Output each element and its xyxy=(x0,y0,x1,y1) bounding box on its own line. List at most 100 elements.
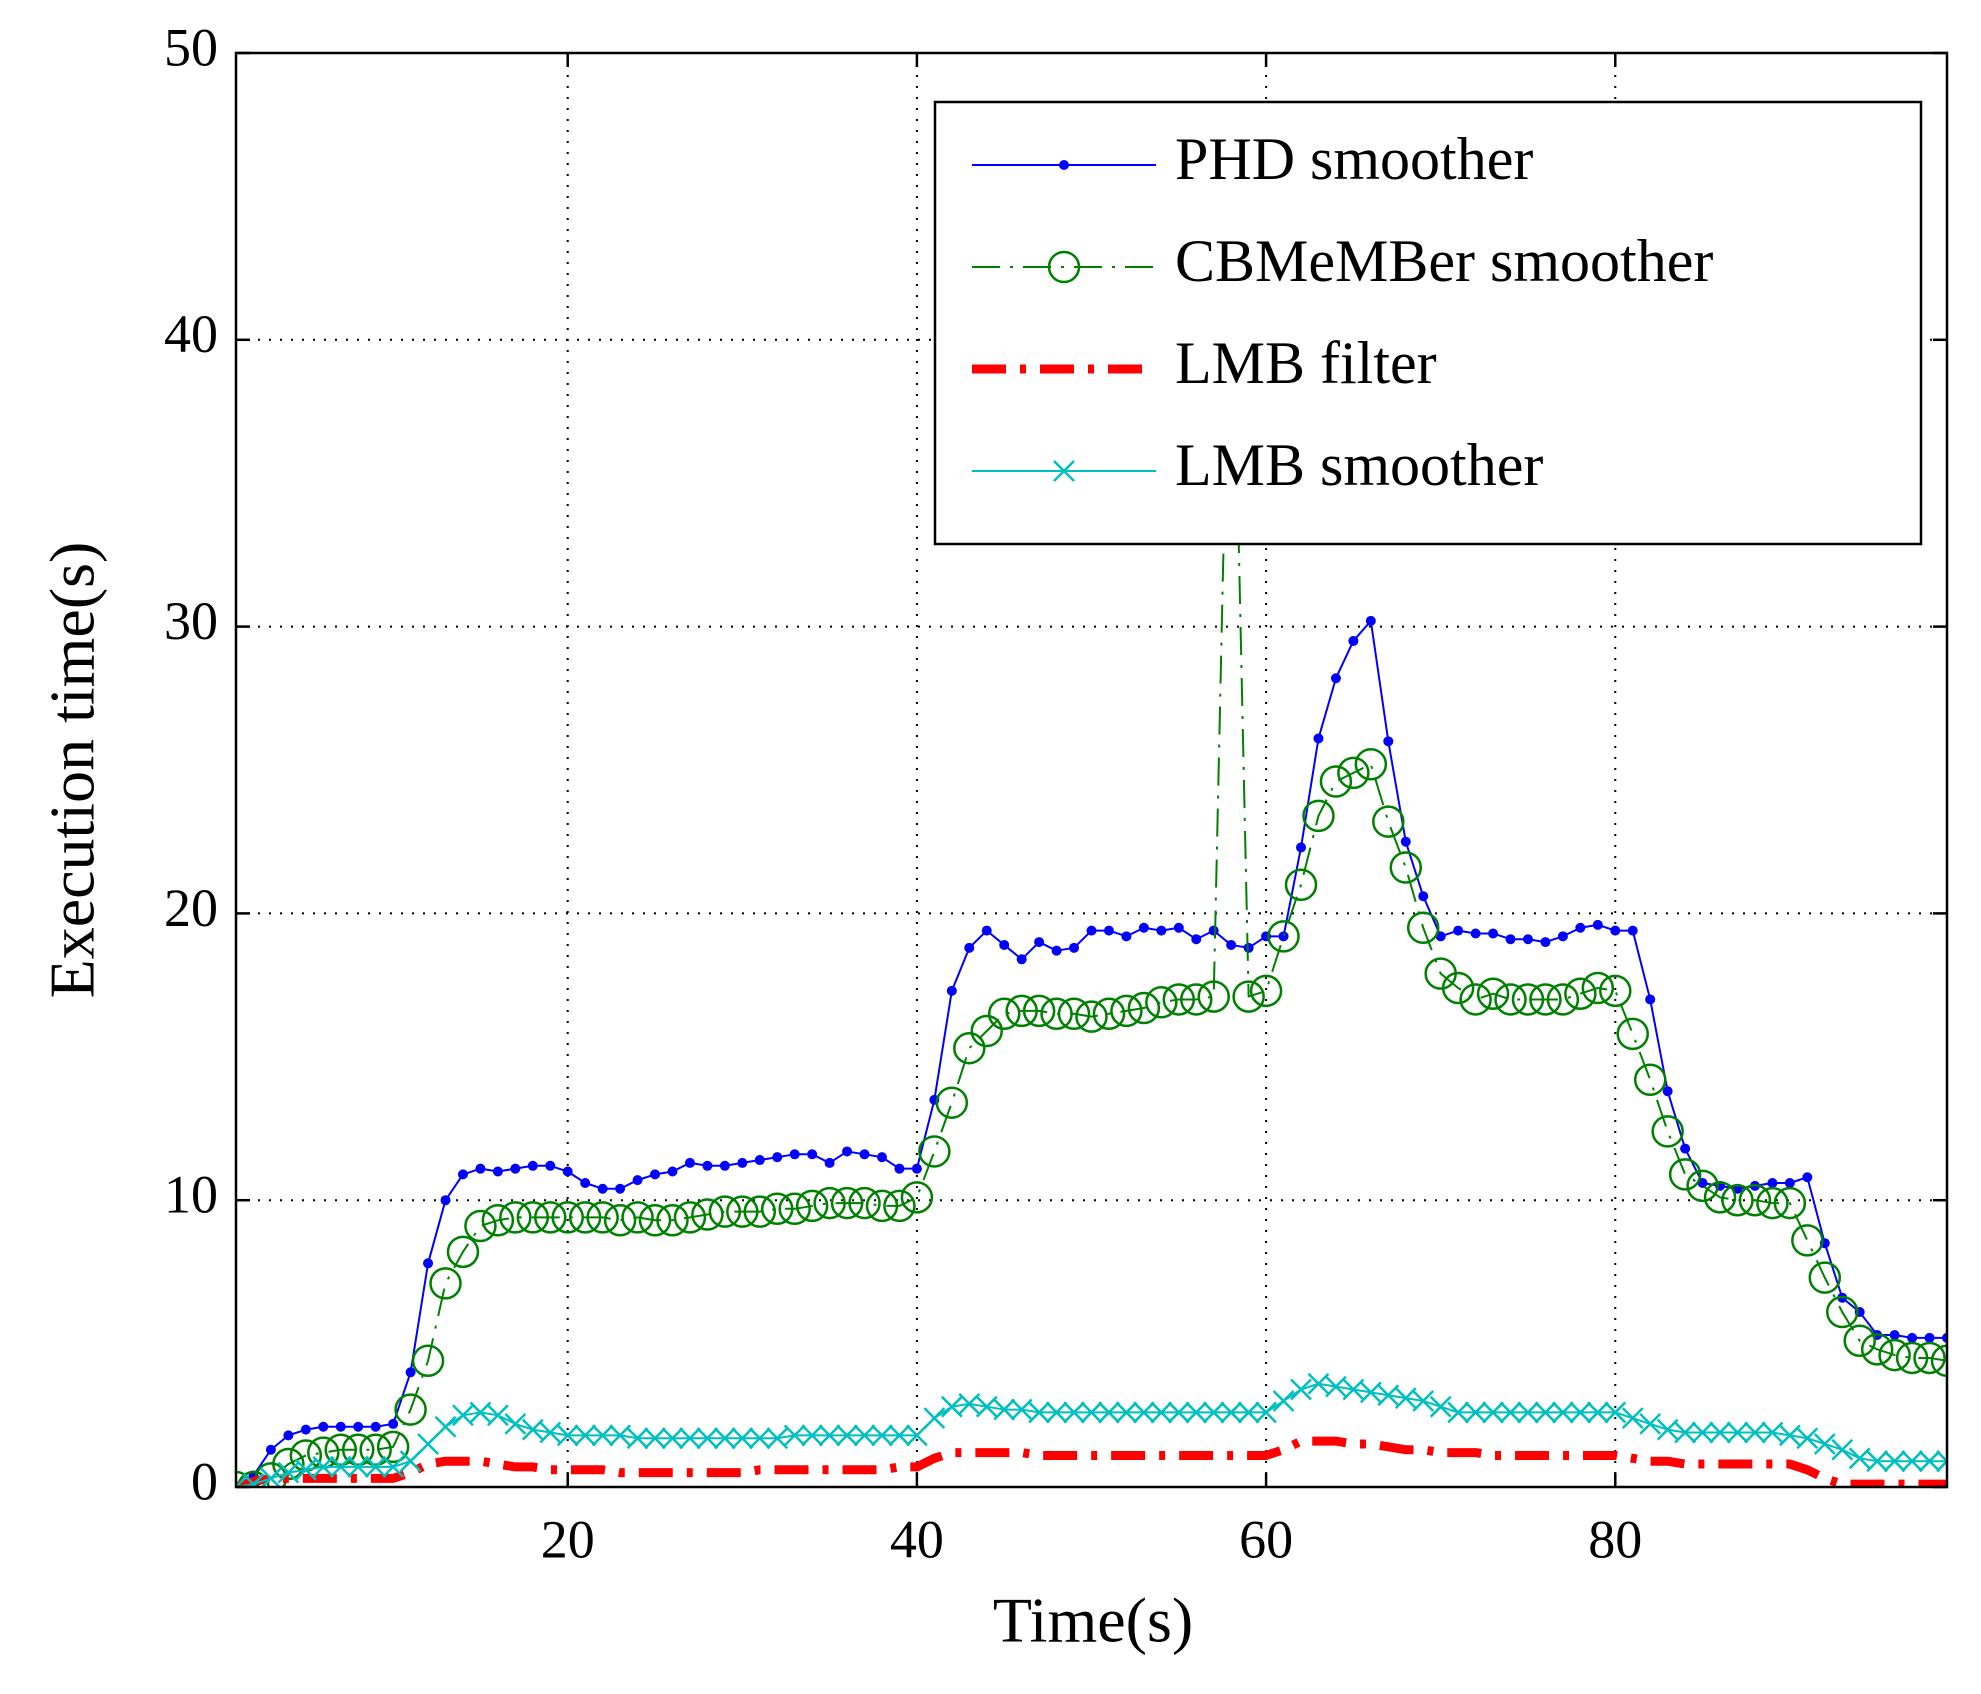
marker xyxy=(1086,925,1097,936)
series-line xyxy=(236,195,1947,1487)
marker xyxy=(1220,1401,1243,1424)
marker xyxy=(318,1421,329,1432)
marker xyxy=(1796,1427,1819,1450)
marker xyxy=(1232,980,1265,1013)
x-tick-label: 80 xyxy=(1588,1509,1642,1569)
marker xyxy=(446,1235,480,1269)
marker xyxy=(748,1427,771,1450)
marker xyxy=(1237,1401,1260,1424)
marker xyxy=(1791,1224,1824,1257)
marker xyxy=(1453,925,1464,936)
marker xyxy=(621,1201,654,1234)
legend-label: LMB smoother xyxy=(1175,432,1543,498)
marker xyxy=(1272,1390,1295,1412)
marker xyxy=(696,1427,719,1450)
marker xyxy=(859,1149,870,1160)
marker xyxy=(521,1418,544,1441)
y-tick-label: 30 xyxy=(164,591,218,651)
marker xyxy=(865,1189,899,1223)
marker xyxy=(871,1424,893,1447)
marker xyxy=(1586,1401,1609,1424)
marker xyxy=(836,1424,858,1447)
marker xyxy=(1569,1401,1592,1424)
marker xyxy=(1372,805,1405,838)
marker xyxy=(1633,1063,1667,1096)
marker xyxy=(347,1456,370,1478)
marker xyxy=(492,1166,503,1177)
marker xyxy=(1913,1341,1946,1375)
marker xyxy=(900,1181,934,1214)
marker xyxy=(353,1421,364,1432)
marker xyxy=(813,1186,846,1220)
marker xyxy=(1599,974,1632,1008)
ticks: 20 40 60 80 0 10 20 30 40 50 xyxy=(164,17,1947,1569)
marker xyxy=(527,1160,538,1171)
marker xyxy=(1656,1418,1679,1441)
marker xyxy=(359,1433,392,1466)
marker xyxy=(1202,1401,1225,1424)
marker xyxy=(1051,945,1062,956)
marker xyxy=(370,1421,381,1432)
marker xyxy=(1092,997,1126,1031)
marker xyxy=(1895,1341,1929,1375)
marker xyxy=(661,1427,684,1450)
marker xyxy=(1377,1384,1400,1407)
marker xyxy=(329,1456,352,1478)
marker xyxy=(1208,925,1219,936)
marker xyxy=(464,1209,497,1243)
y-tick-label: 0 xyxy=(191,1451,218,1511)
marker xyxy=(1883,1450,1906,1473)
marker xyxy=(1488,928,1499,939)
marker xyxy=(731,1427,754,1450)
marker xyxy=(260,1467,282,1487)
marker xyxy=(1831,1438,1854,1461)
marker xyxy=(650,1169,661,1180)
marker xyxy=(1348,635,1359,646)
marker xyxy=(1255,1401,1277,1424)
marker xyxy=(883,1189,916,1223)
marker xyxy=(1249,974,1283,1008)
marker xyxy=(1813,1433,1836,1455)
marker xyxy=(1621,1407,1644,1430)
marker xyxy=(1534,1401,1557,1424)
marker xyxy=(283,1430,294,1441)
marker xyxy=(1418,891,1429,902)
marker xyxy=(1494,983,1527,1016)
marker xyxy=(975,1395,998,1418)
marker xyxy=(1267,920,1300,953)
marker xyxy=(1825,1295,1859,1329)
marker xyxy=(1778,1424,1801,1447)
marker xyxy=(1354,748,1388,781)
marker xyxy=(807,1149,818,1160)
legend-label: CBMeMBer smoother xyxy=(1175,228,1713,294)
marker xyxy=(1604,1401,1627,1424)
marker xyxy=(300,1424,311,1435)
marker xyxy=(399,1450,422,1473)
marker xyxy=(766,1427,789,1450)
marker xyxy=(1406,911,1440,944)
marker xyxy=(1476,977,1510,1010)
marker xyxy=(1010,1398,1033,1421)
marker xyxy=(830,1186,864,1220)
marker xyxy=(1907,1332,1918,1343)
marker xyxy=(726,1195,759,1228)
y-tick-label: 10 xyxy=(164,1165,218,1225)
marker xyxy=(1045,1401,1068,1424)
marker xyxy=(1930,1344,1947,1378)
marker xyxy=(1936,1450,1947,1473)
marker xyxy=(842,1146,853,1157)
marker xyxy=(341,1433,375,1466)
marker xyxy=(1557,931,1568,942)
marker xyxy=(1564,977,1597,1010)
marker xyxy=(708,1195,742,1228)
marker xyxy=(294,1458,317,1481)
marker xyxy=(388,1418,399,1429)
marker xyxy=(946,985,957,996)
marker xyxy=(539,1421,562,1444)
marker xyxy=(888,1424,911,1447)
marker xyxy=(848,1186,881,1220)
marker xyxy=(1197,980,1230,1013)
marker xyxy=(911,1163,922,1174)
marker xyxy=(743,1195,777,1228)
marker xyxy=(277,1461,300,1484)
